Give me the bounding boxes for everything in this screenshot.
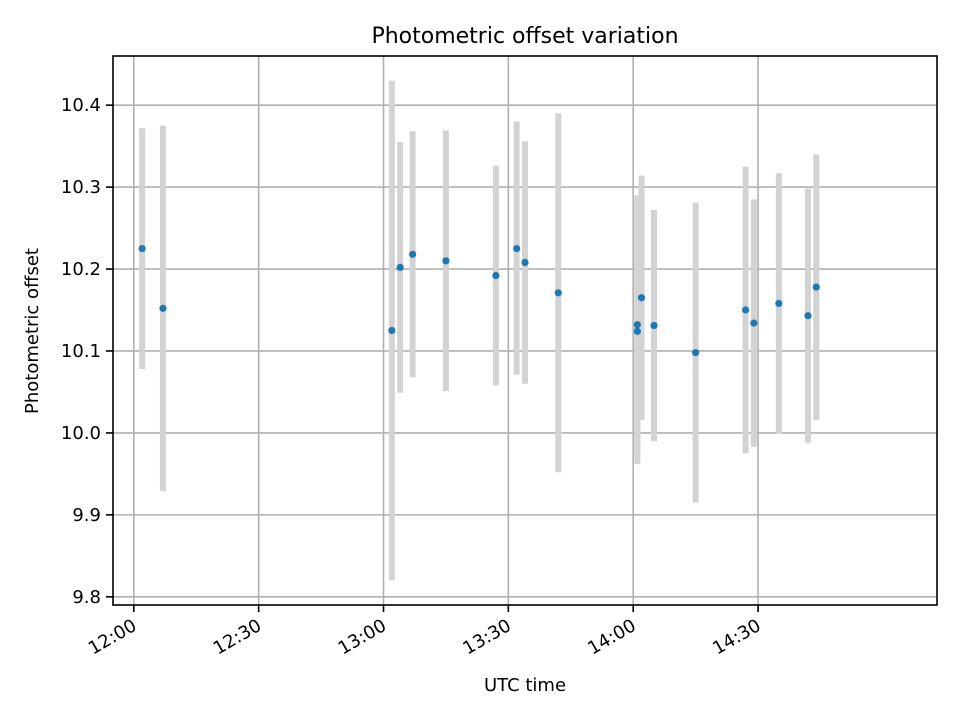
chart-title: Photometric offset variation bbox=[371, 24, 678, 49]
y-tick-label: 10.0 bbox=[61, 423, 101, 444]
data-point bbox=[442, 257, 450, 265]
plot-frame bbox=[112, 55, 938, 606]
data-point bbox=[633, 321, 641, 329]
y-tick-label: 10.3 bbox=[61, 177, 101, 198]
data-point bbox=[775, 299, 783, 308]
data-point bbox=[750, 319, 758, 327]
data-point bbox=[650, 321, 658, 330]
data-point bbox=[812, 283, 820, 291]
data-point bbox=[138, 244, 146, 253]
y-tick-label: 10.2 bbox=[61, 259, 101, 280]
data-point bbox=[396, 263, 404, 272]
y-tick-label: 9.9 bbox=[72, 505, 101, 526]
data-point bbox=[492, 272, 500, 280]
data-point bbox=[741, 306, 750, 314]
data-point bbox=[637, 294, 646, 302]
data-point bbox=[521, 258, 529, 267]
data-points bbox=[138, 244, 820, 357]
data-point bbox=[554, 289, 562, 297]
data-point bbox=[804, 312, 812, 320]
data-point bbox=[513, 244, 521, 253]
y-axis-ticks: 9.8 9.9 10.0 10.1 10.2 10.3 10.4 bbox=[61, 95, 113, 608]
data-point bbox=[388, 326, 396, 335]
y-tick-label: 9.8 bbox=[72, 587, 101, 608]
y-tick-label: 10.4 bbox=[61, 95, 101, 116]
data-point bbox=[633, 327, 641, 335]
x-axis-label: UTC time bbox=[484, 675, 566, 696]
data-point bbox=[692, 349, 700, 357]
y-tick-label: 10.1 bbox=[61, 341, 101, 362]
data-point bbox=[159, 304, 167, 312]
data-point bbox=[409, 250, 417, 258]
y-axis-label: Photometric offset bbox=[22, 248, 43, 414]
